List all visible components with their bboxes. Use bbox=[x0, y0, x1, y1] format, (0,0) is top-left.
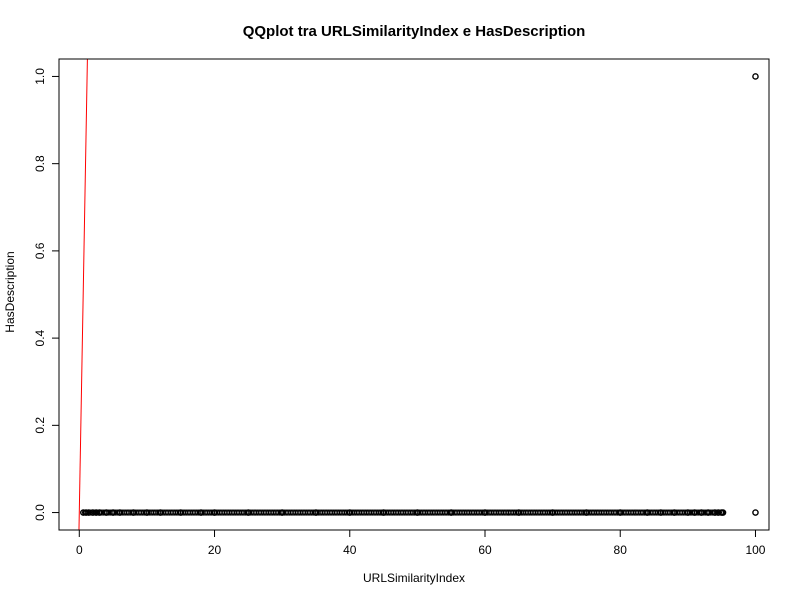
y-tick-label: 0.6 bbox=[33, 242, 47, 259]
data-point bbox=[312, 509, 320, 516]
y-tick-label: 0.0 bbox=[33, 504, 47, 521]
data-point bbox=[103, 509, 110, 516]
x-tick-label: 100 bbox=[745, 543, 765, 557]
data-point-high bbox=[752, 73, 759, 80]
data-point bbox=[752, 509, 759, 516]
plot-layer bbox=[78, 59, 759, 530]
data-point bbox=[177, 509, 185, 516]
data-point bbox=[211, 509, 218, 516]
data-point bbox=[245, 509, 252, 516]
data-point bbox=[583, 509, 590, 516]
data-point bbox=[109, 509, 117, 516]
x-tick-label: 80 bbox=[614, 543, 628, 557]
x-axis-label: URLSimilarityIndex bbox=[363, 571, 465, 585]
x-tick-label: 20 bbox=[208, 543, 222, 557]
data-point bbox=[719, 509, 727, 516]
x-tick-label: 0 bbox=[76, 543, 83, 557]
y-tick-label: 0.8 bbox=[33, 155, 47, 172]
y-tick-label: 0.4 bbox=[33, 329, 47, 346]
data-point bbox=[89, 509, 97, 516]
data-point bbox=[684, 509, 692, 516]
data-point bbox=[82, 509, 90, 516]
data-point bbox=[157, 509, 164, 516]
axes-layer: 0 20 40 60 80 100 0.0 0.2 0.4 0.6 0.8 1.0 bbox=[33, 58, 770, 557]
data-point bbox=[447, 509, 455, 516]
chart-title: QQplot tra URLSimilarityIndex e HasDescr… bbox=[243, 23, 586, 40]
data-point bbox=[92, 509, 100, 516]
data-point bbox=[414, 509, 421, 516]
data-point bbox=[380, 509, 387, 516]
data-point bbox=[657, 509, 665, 516]
data-point bbox=[85, 509, 93, 516]
data-point bbox=[711, 509, 719, 516]
x-tick-label: 40 bbox=[343, 543, 357, 557]
data-point bbox=[130, 509, 137, 516]
data-point bbox=[704, 509, 712, 516]
data-point bbox=[643, 509, 651, 516]
plot-frame bbox=[58, 58, 770, 531]
data-point bbox=[515, 509, 523, 516]
qq-reference-line bbox=[78, 59, 88, 530]
data-point bbox=[549, 509, 556, 516]
data-point bbox=[481, 509, 489, 516]
data-point bbox=[143, 509, 151, 516]
x-tick-label: 60 bbox=[478, 543, 492, 557]
data-point bbox=[346, 509, 354, 516]
data-point bbox=[698, 509, 705, 516]
data-point bbox=[691, 509, 698, 516]
data-point bbox=[197, 509, 205, 516]
y-tick-label: 0.2 bbox=[33, 417, 47, 434]
data-point bbox=[616, 509, 624, 516]
data-point bbox=[671, 509, 678, 516]
data-point bbox=[96, 509, 103, 516]
y-axis-label: HasDescription bbox=[3, 251, 17, 332]
data-point bbox=[278, 509, 286, 516]
data-point bbox=[116, 509, 124, 516]
y-tick-label: 1.0 bbox=[33, 68, 47, 85]
